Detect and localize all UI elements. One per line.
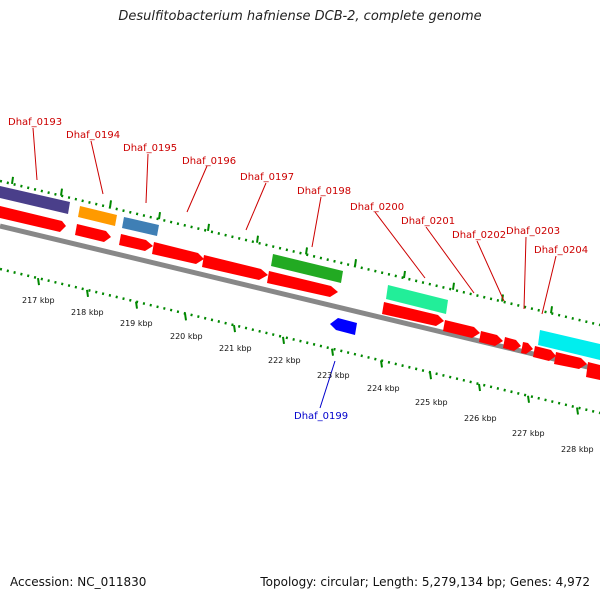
gene-label-0203[interactable]: Dhaf_0203 [506, 226, 560, 237]
major-tick [256, 235, 259, 243]
gene-label-0196[interactable]: Dhaf_0196 [182, 156, 236, 167]
major-tick [184, 313, 187, 321]
gene-arrow-0204[interactable] [554, 352, 587, 369]
major-tick [380, 360, 383, 368]
map-title: Desulfitobacterium hafniense DCB-2, comp… [118, 9, 482, 24]
scale-ticks [11, 176, 579, 415]
kbp-label: 228 kbp [561, 445, 594, 454]
kbp-label: 219 kbp [120, 319, 153, 328]
label-leader-0199 [319, 360, 336, 409]
major-tick [282, 336, 285, 345]
kbp-label: 225 kbp [415, 398, 448, 407]
kbp-label: 217 kbp [22, 296, 55, 305]
gene-arrow-0202b[interactable] [503, 337, 521, 351]
kbp-label: 222 kbp [268, 356, 301, 365]
cog-features [0, 186, 600, 360]
major-tick [60, 188, 63, 196]
cog-box-0194[interactable] [78, 206, 117, 226]
gene-label-0202[interactable]: Dhaf_0202 [452, 230, 506, 241]
major-tick [478, 383, 481, 392]
accession-text: Accession: NC_011830 [10, 575, 147, 589]
gene-arrow-0195[interactable] [119, 234, 153, 251]
major-tick [305, 247, 308, 255]
gene-arrow-0203[interactable] [533, 346, 556, 361]
gene-arrow-0198[interactable] [267, 271, 338, 297]
forward-genes [0, 206, 600, 380]
gene-label-0199[interactable]: Dhaf_0199 [294, 411, 348, 422]
kbp-label: 227 kbp [512, 429, 545, 438]
gene-arrow-0200[interactable] [382, 302, 444, 326]
gene-arrow-0202c[interactable] [521, 342, 533, 354]
major-tick [576, 407, 579, 415]
major-tick [331, 348, 334, 356]
gene-label-0201[interactable]: Dhaf_0201 [401, 216, 455, 227]
major-tick [550, 306, 553, 314]
major-tick [135, 301, 138, 309]
major-tick [354, 259, 357, 267]
cog-box-0200[interactable] [386, 285, 448, 314]
cog-box-0198[interactable] [271, 254, 343, 283]
major-tick [109, 200, 112, 208]
label-leaders [32, 127, 557, 315]
major-tick [527, 395, 530, 403]
gene-label-0194[interactable]: Dhaf_0194 [66, 130, 120, 141]
gene-arrow-0196[interactable] [152, 242, 204, 264]
kbp-label: 223 kbp [317, 371, 350, 380]
gene-arrow-0193[interactable] [0, 206, 66, 232]
major-tick [429, 372, 432, 380]
outer-tick-track [0, 179, 600, 327]
gene-label-0193[interactable]: Dhaf_0193 [8, 117, 62, 128]
gene-arrow-0202a[interactable] [479, 331, 503, 346]
kbp-label: 226 kbp [464, 414, 497, 423]
kbp-labels: 217 kbp 218 kbp 219 kbp 220 kbp 221 kbp … [22, 296, 594, 454]
gene-label-0195[interactable]: Dhaf_0195 [123, 143, 177, 154]
inner-tick-track [0, 267, 600, 415]
cog-box-0203[interactable] [538, 330, 600, 360]
major-tick [233, 325, 236, 333]
kbp-label: 220 kbp [170, 332, 203, 341]
gene-arrow-0205[interactable] [586, 362, 600, 380]
cog-box-0195[interactable] [122, 217, 159, 236]
gene-arrow-0199[interactable] [330, 318, 357, 335]
major-tick [403, 270, 406, 279]
cog-box-0193[interactable] [0, 186, 70, 214]
kbp-label: 224 kbp [367, 384, 400, 393]
major-tick [158, 212, 161, 220]
major-tick [452, 282, 455, 290]
gene-label-0200[interactable]: Dhaf_0200 [350, 202, 404, 213]
kbp-label: 221 kbp [219, 344, 252, 353]
topology-text: Topology: circular; Length: 5,279,134 bp… [260, 575, 590, 589]
gene-label-0197[interactable]: Dhaf_0197 [240, 172, 294, 183]
major-tick [37, 277, 40, 286]
major-tick [86, 289, 89, 298]
gene-labels: Dhaf_0193 Dhaf_0194 Dhaf_0195 Dhaf_0196 … [8, 117, 588, 422]
backbone-line [0, 223, 600, 373]
major-tick [207, 223, 210, 232]
gene-arrow-0194[interactable] [75, 224, 111, 242]
major-tick [11, 176, 14, 185]
gene-arrow-0201[interactable] [443, 320, 480, 338]
gene-label-0204[interactable]: Dhaf_0204 [534, 245, 588, 256]
gene-arrow-0197[interactable] [202, 255, 268, 280]
gene-label-0198[interactable]: Dhaf_0198 [297, 186, 351, 197]
kbp-label: 218 kbp [71, 308, 104, 317]
